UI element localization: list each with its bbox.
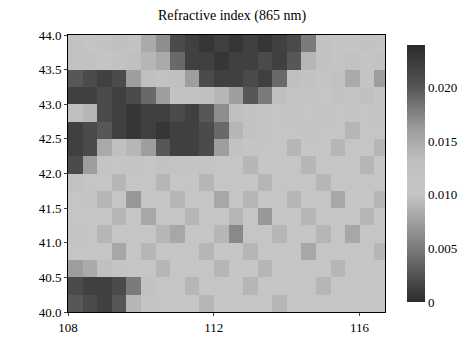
svg-text:44.0: 44.0 [39, 28, 62, 43]
svg-text:Refractive index (865 nm): Refractive index (865 nm) [158, 8, 306, 24]
svg-text:0.005: 0.005 [428, 241, 457, 256]
svg-text:0.010: 0.010 [428, 187, 457, 202]
svg-text:116: 116 [350, 320, 370, 335]
svg-text:40.0: 40.0 [39, 305, 62, 320]
svg-text:41.0: 41.0 [39, 235, 62, 250]
svg-text:112: 112 [204, 320, 223, 335]
svg-text:43.0: 43.0 [39, 97, 62, 112]
svg-text:42.5: 42.5 [39, 131, 62, 146]
svg-text:0: 0 [428, 295, 435, 310]
svg-text:0.020: 0.020 [428, 80, 457, 95]
svg-text:0.015: 0.015 [428, 134, 457, 149]
svg-text:41.5: 41.5 [39, 201, 62, 216]
svg-text:40.5: 40.5 [39, 270, 62, 285]
svg-text:43.5: 43.5 [39, 62, 62, 77]
svg-text:108: 108 [58, 320, 78, 335]
svg-text:42.0: 42.0 [39, 166, 62, 181]
